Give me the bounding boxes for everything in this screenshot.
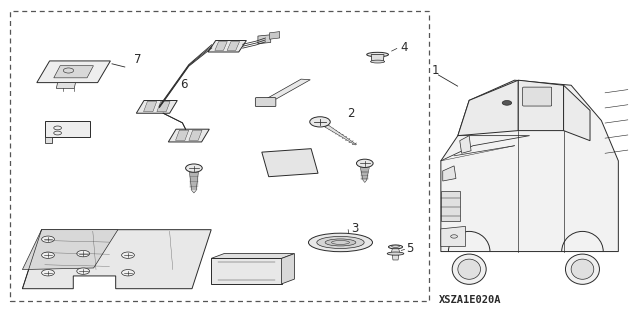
Ellipse shape — [388, 245, 403, 249]
Polygon shape — [211, 254, 294, 258]
Polygon shape — [37, 61, 111, 83]
Polygon shape — [263, 79, 310, 103]
Polygon shape — [360, 167, 369, 182]
Polygon shape — [136, 100, 177, 113]
Ellipse shape — [571, 259, 594, 279]
Circle shape — [502, 100, 511, 105]
Text: 6: 6 — [180, 78, 188, 91]
Bar — [10, 11, 429, 301]
Circle shape — [122, 252, 134, 258]
Circle shape — [310, 117, 330, 127]
Circle shape — [451, 235, 458, 238]
Circle shape — [186, 164, 202, 172]
Polygon shape — [168, 129, 209, 142]
Polygon shape — [458, 80, 518, 136]
Text: 2: 2 — [348, 107, 355, 120]
Polygon shape — [189, 130, 202, 140]
Ellipse shape — [325, 239, 356, 246]
Ellipse shape — [458, 259, 481, 279]
Ellipse shape — [308, 233, 372, 252]
Polygon shape — [45, 137, 52, 143]
Circle shape — [77, 268, 90, 274]
Ellipse shape — [371, 60, 385, 63]
Polygon shape — [45, 121, 90, 137]
Text: 1: 1 — [431, 64, 439, 77]
Polygon shape — [262, 149, 318, 177]
Polygon shape — [22, 230, 211, 289]
Polygon shape — [208, 41, 246, 52]
Text: 4: 4 — [400, 41, 408, 54]
Ellipse shape — [392, 245, 399, 248]
Polygon shape — [460, 136, 471, 153]
Polygon shape — [392, 255, 399, 260]
Text: 5: 5 — [406, 242, 414, 255]
Polygon shape — [157, 101, 170, 112]
Polygon shape — [22, 230, 118, 270]
Text: 7: 7 — [134, 53, 141, 65]
Ellipse shape — [566, 254, 600, 284]
Text: XSZA1E020A: XSZA1E020A — [438, 295, 501, 305]
Circle shape — [42, 270, 54, 276]
FancyBboxPatch shape — [523, 87, 552, 106]
Ellipse shape — [367, 52, 388, 57]
Polygon shape — [324, 125, 356, 145]
Polygon shape — [282, 254, 294, 284]
Polygon shape — [441, 80, 618, 252]
Polygon shape — [564, 85, 590, 141]
Circle shape — [42, 252, 54, 258]
Circle shape — [356, 159, 373, 167]
Polygon shape — [441, 226, 465, 247]
Polygon shape — [258, 35, 271, 44]
Polygon shape — [227, 41, 239, 50]
Ellipse shape — [387, 252, 404, 255]
Polygon shape — [54, 66, 93, 78]
Polygon shape — [211, 258, 282, 284]
Polygon shape — [441, 191, 460, 221]
Polygon shape — [215, 41, 227, 50]
Text: 3: 3 — [351, 222, 358, 234]
Polygon shape — [143, 101, 157, 112]
Polygon shape — [269, 32, 280, 39]
Circle shape — [77, 250, 90, 257]
Circle shape — [122, 270, 134, 276]
Polygon shape — [518, 80, 564, 130]
Polygon shape — [391, 249, 400, 254]
Ellipse shape — [332, 241, 349, 244]
Polygon shape — [443, 166, 456, 181]
Polygon shape — [189, 172, 198, 193]
Ellipse shape — [452, 254, 486, 284]
Polygon shape — [56, 83, 76, 88]
FancyBboxPatch shape — [255, 98, 276, 107]
Circle shape — [42, 236, 54, 242]
Polygon shape — [371, 55, 384, 62]
Polygon shape — [175, 130, 189, 140]
Ellipse shape — [317, 236, 364, 249]
